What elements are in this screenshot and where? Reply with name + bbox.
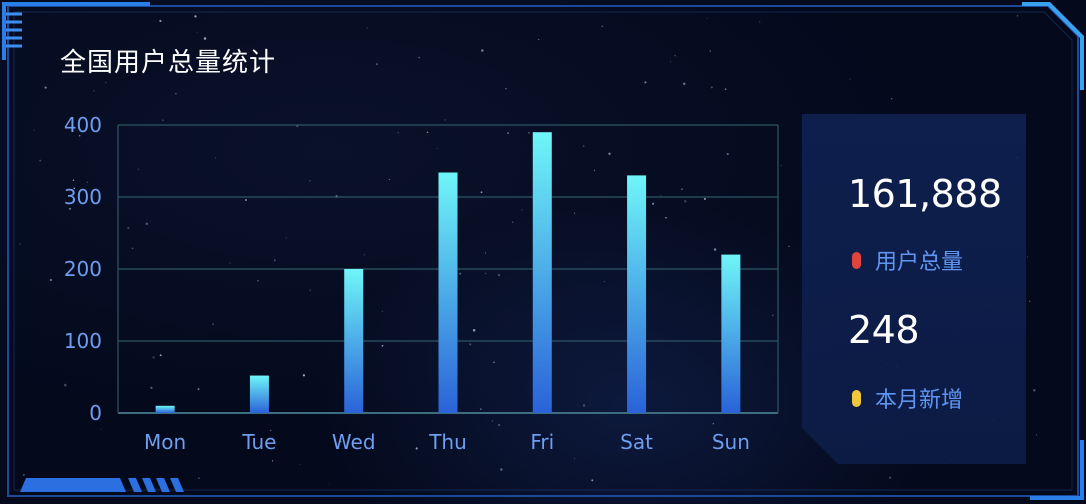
- x-tick-label: Fri: [530, 430, 554, 454]
- star-dot: [1027, 256, 1028, 258]
- star-dot: [1035, 434, 1038, 436]
- stats-card: 161,888 用户总量 248 本月新增: [802, 114, 1026, 464]
- total-users-dot-icon: [852, 252, 861, 269]
- bar-wed[interactable]: [344, 269, 364, 413]
- x-tick-label: Thu: [428, 430, 467, 454]
- y-axis-ticks: 0 100 200 300 400: [64, 113, 102, 425]
- monthly-new-label-row: 本月新增: [852, 382, 963, 414]
- star-dot: [1033, 389, 1036, 392]
- x-tick-label: Mon: [144, 430, 186, 454]
- bar-mon[interactable]: [155, 405, 175, 413]
- bar-sat[interactable]: [627, 175, 647, 413]
- y-tick-label: 300: [64, 185, 102, 209]
- y-tick-label: 100: [64, 329, 102, 353]
- star-dot: [889, 476, 892, 479]
- corner-accent-top-right: [1022, 2, 1084, 90]
- star-dot: [890, 98, 893, 100]
- chart-bars: [155, 132, 741, 413]
- x-tick-label: Sat: [620, 430, 653, 454]
- x-tick-label: Sun: [712, 430, 750, 454]
- monthly-new-dot-icon: [852, 390, 861, 407]
- total-users-label-row: 用户总量: [852, 244, 963, 276]
- star-dot: [1016, 15, 1019, 17]
- x-axis-ticks: Mon Tue Wed Thu Fri Sat Sun: [144, 430, 750, 454]
- corner-accent-bottom-right: [1030, 440, 1084, 500]
- y-tick-label: 0: [89, 401, 102, 425]
- star-dot: [849, 78, 851, 80]
- star-dot: [1029, 300, 1031, 302]
- total-users-value: 161,888: [848, 172, 1002, 216]
- bar-tue[interactable]: [249, 375, 269, 413]
- monthly-new-value: 248: [848, 308, 920, 352]
- monthly-new-label: 本月新增: [875, 388, 964, 413]
- x-tick-label: Tue: [241, 430, 276, 454]
- total-users-label: 用户总量: [875, 250, 964, 275]
- bar-fri[interactable]: [532, 132, 552, 413]
- y-tick-label: 400: [64, 113, 102, 137]
- panel-title: 全国用户总量统计: [60, 48, 277, 78]
- y-tick-label: 200: [64, 257, 102, 281]
- bar-thu[interactable]: [438, 172, 458, 413]
- user-bar-chart: 0 100 200 300 400 Mon Tue Wed Thu Fri Sat Sun: [64, 113, 779, 454]
- x-tick-label: Wed: [332, 430, 376, 454]
- bar-sun[interactable]: [721, 254, 741, 413]
